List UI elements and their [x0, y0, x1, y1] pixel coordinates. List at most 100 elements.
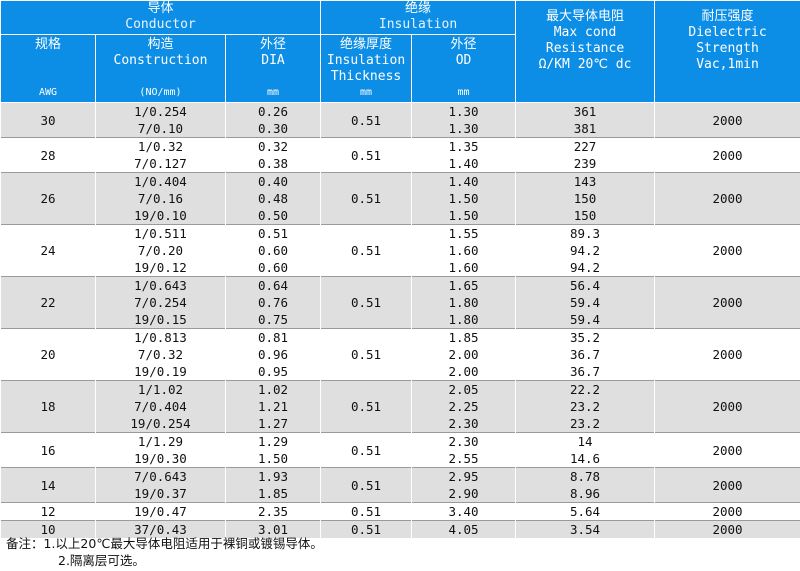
construction-cell: 1/1.29	[95, 432, 226, 450]
voltage-en3: Vac,1min	[696, 57, 759, 72]
dia-cell: 0.60	[224, 242, 322, 259]
construction-cell: 37/0.43	[95, 520, 226, 538]
dia-cell: 0.64	[224, 276, 322, 294]
od-cell: 2.30	[411, 415, 517, 433]
dia-cell: 1.29	[224, 432, 322, 450]
od-cell: 4.05	[411, 520, 517, 538]
construction-cell: 19/0.15	[95, 311, 226, 329]
od-cell: 1.80	[411, 311, 517, 329]
voltage-cell: 2000	[654, 520, 800, 538]
resistance-cell: 150	[515, 190, 656, 207]
od-cell: 2.00	[411, 346, 517, 363]
dia-cell: 1.02	[224, 380, 322, 398]
dia-cell: 2.35	[224, 502, 322, 521]
od-cell: 1.30	[411, 120, 517, 138]
od-cell: 2.95	[411, 467, 517, 485]
dia-cell: 0.60	[224, 259, 322, 277]
construction-cell: 19/0.12	[95, 259, 226, 277]
table-row: 19/0.12 0.60 1.60 94.2	[1, 259, 800, 277]
dia-cell: 0.51	[224, 224, 322, 242]
table-row: 19/0.30 1.50 2.55 14.6	[1, 450, 800, 468]
od-zh: 外径	[450, 37, 477, 52]
insulation-thickness-cell: 0.51	[320, 520, 413, 538]
od-cell: 2.90	[411, 485, 517, 503]
dia-en: DIA	[261, 53, 285, 68]
construction-cell: 19/0.47	[95, 502, 226, 521]
table-row: 24 1/0.511 0.51 0.51 1.55 89.3 2000	[0, 224, 800, 277]
dia-cell: 0.40	[224, 172, 322, 190]
dia-unit: mm	[266, 87, 280, 98]
dia-cell: 0.38	[224, 155, 322, 173]
table-row: 19/0.37 1.85 2.90 8.96	[1, 485, 800, 503]
table-row: 7/0.127 0.38 1.40 239	[1, 155, 800, 173]
table-row: 7/0.10 0.30 1.30 381	[1, 120, 800, 138]
table-row: 7/0.32 0.96 2.00 36.7	[1, 346, 800, 363]
awg-cell: 14	[0, 467, 96, 503]
awg-cell: 16	[0, 432, 96, 468]
construction-header: 构造 Construction (NO/mm)	[95, 34, 226, 103]
resistance-en2: Resistance	[545, 41, 625, 56]
construction-cell: 1/0.254	[95, 102, 226, 120]
table-row: 10 37/0.43 3.01 0.51 4.05 3.54 2000	[0, 520, 800, 538]
table-row: 28 1/0.32 0.32 0.51 1.35 227 2000	[0, 137, 800, 173]
resistance-cell: 59.4	[515, 311, 656, 329]
voltage-cell: 2000	[654, 102, 800, 138]
dia-cell: 0.95	[224, 363, 322, 381]
resistance-cell: 59.4	[515, 294, 656, 311]
dia-cell: 3.01	[224, 520, 322, 538]
construction-cell: 7/0.32	[95, 346, 226, 363]
od-cell: 1.35	[411, 137, 517, 155]
voltage-cell: 2000	[654, 224, 800, 277]
awg-cell: 26	[0, 172, 96, 225]
resistance-cell: 89.3	[515, 224, 656, 242]
voltage-cell: 2000	[654, 137, 800, 173]
resistance-cell: 23.2	[515, 415, 656, 433]
table-header: 导体 Conductor 绝缘 Insulation 最大导体电阻 Max co…	[0, 0, 800, 103]
voltage-zh: 耐压强度	[701, 9, 754, 24]
voltage-en2: Strength	[696, 41, 759, 56]
table-row: 18 1/1.02 1.02 0.51 2.05 22.2 2000	[0, 380, 800, 433]
insulation-thickness-cell: 0.51	[320, 502, 413, 521]
voltage-en1: Dielectric	[688, 25, 767, 40]
voltage-cell: 2000	[654, 276, 800, 329]
insulation-thickness-cell: 0.51	[320, 432, 413, 468]
resistance-cell: 8.96	[515, 485, 656, 503]
table-row: 16 1/1.29 1.29 0.51 2.30 14 2000	[0, 432, 800, 468]
voltage-cell: 2000	[654, 328, 800, 381]
dia-cell: 1.50	[224, 450, 322, 468]
voltage-cell: 2000	[654, 502, 800, 521]
od-cell: 1.50	[411, 207, 517, 225]
construction-cell: 1/0.643	[95, 276, 226, 294]
dia-cell: 0.75	[224, 311, 322, 329]
od-cell: 1.80	[411, 294, 517, 311]
dia-cell: 0.30	[224, 120, 322, 138]
dia-cell: 1.85	[224, 485, 322, 503]
insulation-thickness-cell: 0.51	[320, 276, 413, 329]
table-row: 19/0.15 0.75 1.80 59.4	[1, 311, 800, 329]
insulation-thickness-header: 绝缘厚度 Insulation Thickness mm	[320, 34, 413, 103]
od-cell: 1.30	[411, 102, 517, 120]
table-row: 19/0.19 0.95 2.00 36.7	[1, 363, 800, 381]
od-cell: 1.55	[411, 224, 517, 242]
construction-cell: 19/0.19	[95, 363, 226, 381]
construction-cell: 7/0.16	[95, 190, 226, 207]
resistance-cell: 23.2	[515, 398, 656, 415]
dia-cell: 0.26	[224, 102, 322, 120]
table-row: 19/0.254 1.27 2.30 23.2	[1, 415, 800, 433]
awg-cell: 28	[0, 137, 96, 173]
construction-cell: 7/0.20	[95, 242, 226, 259]
voltage-header: 耐压强度 Dielectric Strength Vac,1min	[654, 0, 800, 103]
resistance-cell: 3.54	[515, 520, 656, 538]
construction-cell: 19/0.254	[95, 415, 226, 433]
ins-thk-zh: 绝缘厚度	[340, 37, 393, 52]
table-row: 7/0.404 1.21 2.25 23.2	[1, 398, 800, 415]
conductor-zh: 导体	[147, 1, 174, 16]
resistance-cell: 14.6	[515, 450, 656, 468]
notes: 备注：1.以上20℃最大导体电阻适用于裸铜或镀锡导体。 2.隔离层可选。	[6, 535, 323, 569]
od-cell: 1.40	[411, 155, 517, 173]
resistance-en1: Max cond	[553, 25, 617, 40]
awg-cell: 12	[0, 502, 96, 521]
ins-thk-unit: mm	[359, 87, 373, 98]
voltage-cell: 2000	[654, 432, 800, 468]
resistance-cell: 150	[515, 207, 656, 225]
